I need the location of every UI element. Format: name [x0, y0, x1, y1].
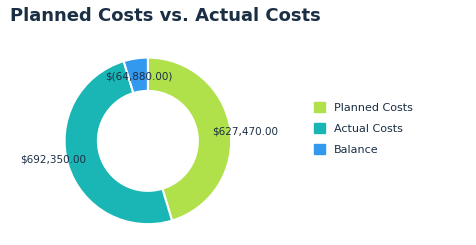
Text: $692,350.00: $692,350.00 [20, 155, 86, 165]
Legend: Planned Costs, Actual Costs, Balance: Planned Costs, Actual Costs, Balance [310, 99, 415, 158]
Wedge shape [64, 61, 172, 224]
Text: Planned Costs vs. Actual Costs: Planned Costs vs. Actual Costs [10, 7, 319, 25]
Text: $(64,880.00): $(64,880.00) [104, 72, 172, 82]
Wedge shape [148, 58, 231, 220]
Wedge shape [123, 58, 148, 93]
Text: $627,470.00: $627,470.00 [212, 126, 278, 136]
